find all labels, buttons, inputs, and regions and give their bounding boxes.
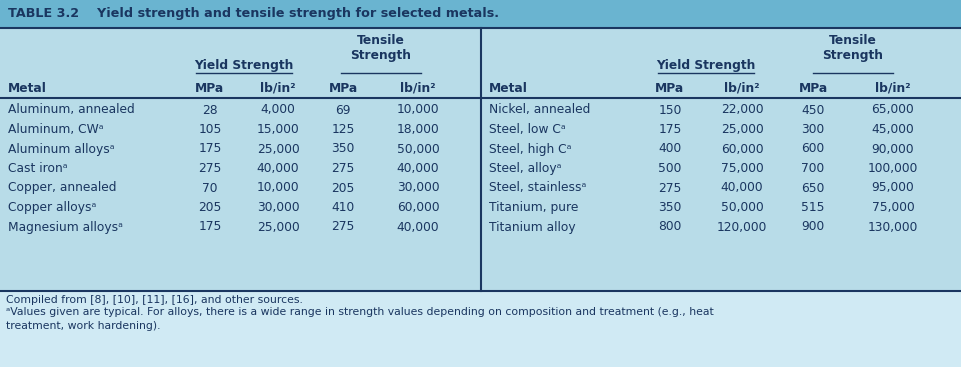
Text: 65,000: 65,000 <box>872 103 914 116</box>
Text: 500: 500 <box>658 162 681 175</box>
Text: MPa: MPa <box>329 81 357 94</box>
Text: ᵃValues given are typical. For alloys, there is a wide range in strength values : ᵃValues given are typical. For alloys, t… <box>6 307 714 331</box>
Text: 30,000: 30,000 <box>397 182 439 195</box>
Text: 275: 275 <box>332 221 355 233</box>
Text: 25,000: 25,000 <box>257 221 300 233</box>
Bar <box>0 0 961 28</box>
Text: 100,000: 100,000 <box>868 162 918 175</box>
Bar <box>0 291 961 367</box>
Text: Metal: Metal <box>8 81 47 94</box>
Text: 50,000: 50,000 <box>721 201 763 214</box>
Text: 700: 700 <box>801 162 825 175</box>
Text: Compiled from [8], [10], [11], [16], and other sources.: Compiled from [8], [10], [11], [16], and… <box>6 295 303 305</box>
Text: 95,000: 95,000 <box>872 182 914 195</box>
Text: 90,000: 90,000 <box>872 142 914 156</box>
Text: lb/in²: lb/in² <box>725 81 760 94</box>
Text: 25,000: 25,000 <box>721 123 763 136</box>
Text: 350: 350 <box>658 201 681 214</box>
Text: Copper alloysᵃ: Copper alloysᵃ <box>8 201 96 214</box>
Text: Tensile
Strength: Tensile Strength <box>350 34 411 62</box>
Text: Yield Strength: Yield Strength <box>194 59 294 73</box>
Text: 400: 400 <box>658 142 681 156</box>
Text: Aluminum, annealed: Aluminum, annealed <box>8 103 135 116</box>
Text: Steel, high Cᵃ: Steel, high Cᵃ <box>489 142 572 156</box>
Text: lb/in²: lb/in² <box>875 81 911 94</box>
Text: lb/in²: lb/in² <box>400 81 435 94</box>
Text: Titanium alloy: Titanium alloy <box>489 221 576 233</box>
Text: Aluminum, CWᵃ: Aluminum, CWᵃ <box>8 123 104 136</box>
Text: TABLE 3.2    Yield strength and tensile strength for selected metals.: TABLE 3.2 Yield strength and tensile str… <box>8 7 499 21</box>
Text: Steel, stainlessᵃ: Steel, stainlessᵃ <box>489 182 586 195</box>
Text: 70: 70 <box>202 182 218 195</box>
Text: 120,000: 120,000 <box>717 221 767 233</box>
Text: 800: 800 <box>658 221 681 233</box>
Text: 515: 515 <box>801 201 825 214</box>
Text: Cast ironᵃ: Cast ironᵃ <box>8 162 67 175</box>
Text: lb/in²: lb/in² <box>260 81 296 94</box>
Text: Steel, low Cᵃ: Steel, low Cᵃ <box>489 123 566 136</box>
Text: 60,000: 60,000 <box>397 201 439 214</box>
Text: 10,000: 10,000 <box>257 182 299 195</box>
Text: 410: 410 <box>332 201 355 214</box>
Text: 75,000: 75,000 <box>872 201 914 214</box>
Text: 300: 300 <box>801 123 825 136</box>
Text: 40,000: 40,000 <box>397 221 439 233</box>
Text: Steel, alloyᵃ: Steel, alloyᵃ <box>489 162 561 175</box>
Text: 40,000: 40,000 <box>721 182 763 195</box>
Text: 18,000: 18,000 <box>397 123 439 136</box>
Text: 22,000: 22,000 <box>721 103 763 116</box>
Text: MPa: MPa <box>195 81 225 94</box>
Text: Yield Strength: Yield Strength <box>656 59 755 73</box>
Text: Magnesium alloysᵃ: Magnesium alloysᵃ <box>8 221 123 233</box>
Bar <box>0 28 961 291</box>
Text: 150: 150 <box>658 103 681 116</box>
Text: Nickel, annealed: Nickel, annealed <box>489 103 590 116</box>
Text: 275: 275 <box>658 182 681 195</box>
Text: 69: 69 <box>335 103 351 116</box>
Text: 75,000: 75,000 <box>721 162 763 175</box>
Text: 205: 205 <box>198 201 222 214</box>
Text: 175: 175 <box>658 123 681 136</box>
Text: Aluminum alloysᵃ: Aluminum alloysᵃ <box>8 142 114 156</box>
Text: 25,000: 25,000 <box>257 142 300 156</box>
Text: 105: 105 <box>198 123 222 136</box>
Text: 175: 175 <box>198 221 222 233</box>
Text: 275: 275 <box>332 162 355 175</box>
Text: 28: 28 <box>202 103 218 116</box>
Text: 450: 450 <box>801 103 825 116</box>
Text: 30,000: 30,000 <box>257 201 299 214</box>
Text: 4,000: 4,000 <box>260 103 295 116</box>
Text: 175: 175 <box>198 142 222 156</box>
Text: MPa: MPa <box>655 81 684 94</box>
Text: Metal: Metal <box>489 81 528 94</box>
Text: 350: 350 <box>332 142 355 156</box>
Text: 50,000: 50,000 <box>397 142 439 156</box>
Text: MPa: MPa <box>799 81 827 94</box>
Text: 40,000: 40,000 <box>257 162 299 175</box>
Text: 130,000: 130,000 <box>868 221 918 233</box>
Text: 60,000: 60,000 <box>721 142 763 156</box>
Text: 600: 600 <box>801 142 825 156</box>
Text: 45,000: 45,000 <box>872 123 914 136</box>
Text: Tensile
Strength: Tensile Strength <box>823 34 883 62</box>
Text: 650: 650 <box>801 182 825 195</box>
Text: 900: 900 <box>801 221 825 233</box>
Text: Titanium, pure: Titanium, pure <box>489 201 579 214</box>
Text: 15,000: 15,000 <box>257 123 300 136</box>
Text: 40,000: 40,000 <box>397 162 439 175</box>
Text: Copper, annealed: Copper, annealed <box>8 182 116 195</box>
Text: 10,000: 10,000 <box>397 103 439 116</box>
Text: 125: 125 <box>332 123 355 136</box>
Text: 205: 205 <box>332 182 355 195</box>
Text: 275: 275 <box>198 162 222 175</box>
